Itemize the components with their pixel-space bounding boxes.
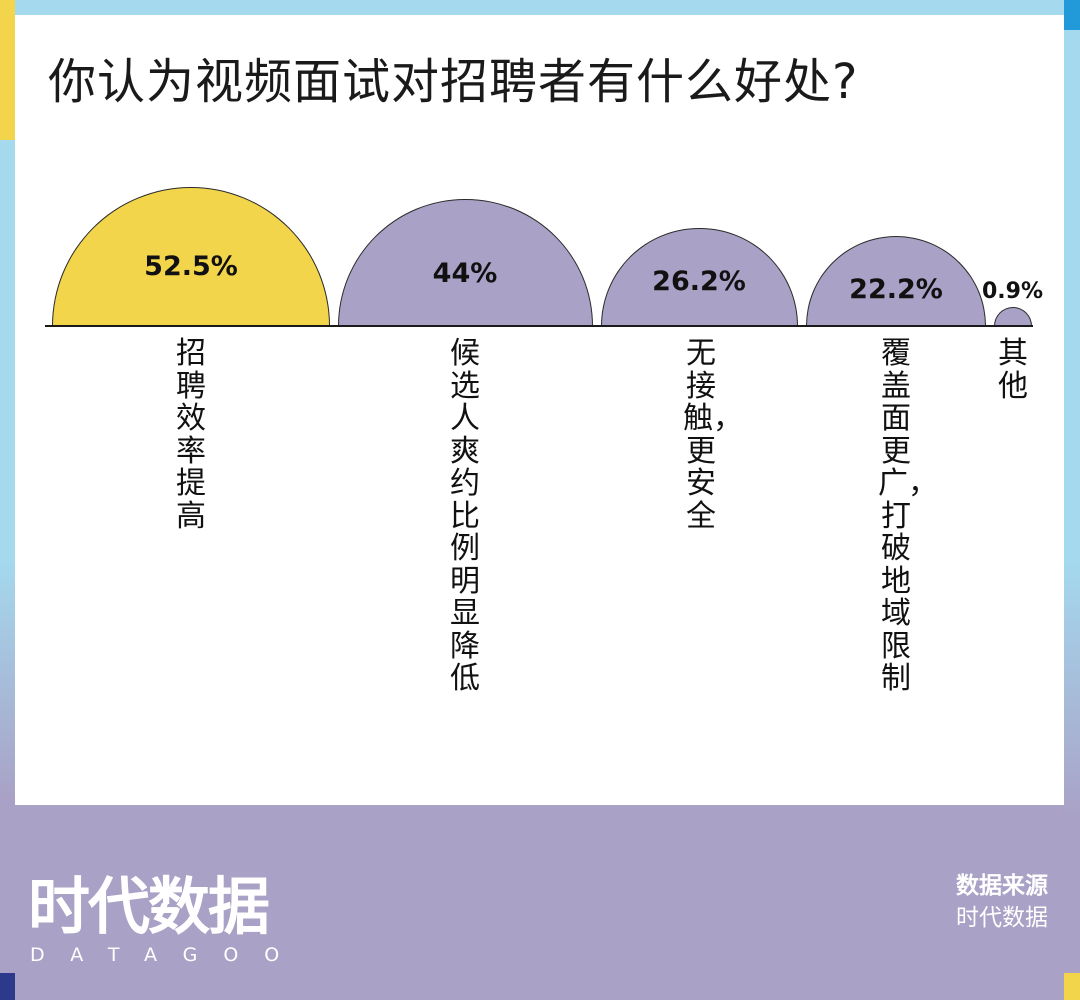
source-name: 时代数据 <box>956 905 1048 931</box>
value-label-1: 52.5% <box>144 251 238 282</box>
left-border <box>0 0 15 1000</box>
left-accent-block <box>0 973 15 1000</box>
data-source: 数据来源 时代数据 <box>956 870 1048 934</box>
datagoo-logo: 时代数据 DATAGOO <box>28 870 306 967</box>
value-label-2: 44% <box>432 258 498 289</box>
category-label-1: 招聘效率提高 <box>176 336 206 534</box>
chart-panel <box>15 15 1064 805</box>
category-label-4: 覆盖面更广，打破地域限制 <box>878 336 938 696</box>
chart-title: 你认为视频面试对招聘者有什么好处? <box>48 54 859 110</box>
bottom-strip <box>0 1000 1080 1006</box>
category-label-3: 无接触，更安全 <box>683 336 743 534</box>
top-border <box>15 0 1064 15</box>
value-label-5: 0.9% <box>982 279 1044 304</box>
right-top-accent-block <box>1064 0 1080 30</box>
value-label-4: 22.2% <box>849 274 943 305</box>
logo-english-text: DATAGOO <box>30 944 306 966</box>
source-title: 数据来源 <box>956 873 1048 899</box>
category-label-5: 其他 <box>998 336 1028 404</box>
right-bottom-accent-block <box>1064 973 1080 1000</box>
right-border <box>1064 0 1080 1000</box>
logo-chinese-text: 时代数据 <box>28 870 270 943</box>
value-label-3: 26.2% <box>652 266 746 297</box>
category-label-2: 候选人爽约比例明显降低 <box>450 336 480 696</box>
chart-baseline <box>45 325 1033 327</box>
